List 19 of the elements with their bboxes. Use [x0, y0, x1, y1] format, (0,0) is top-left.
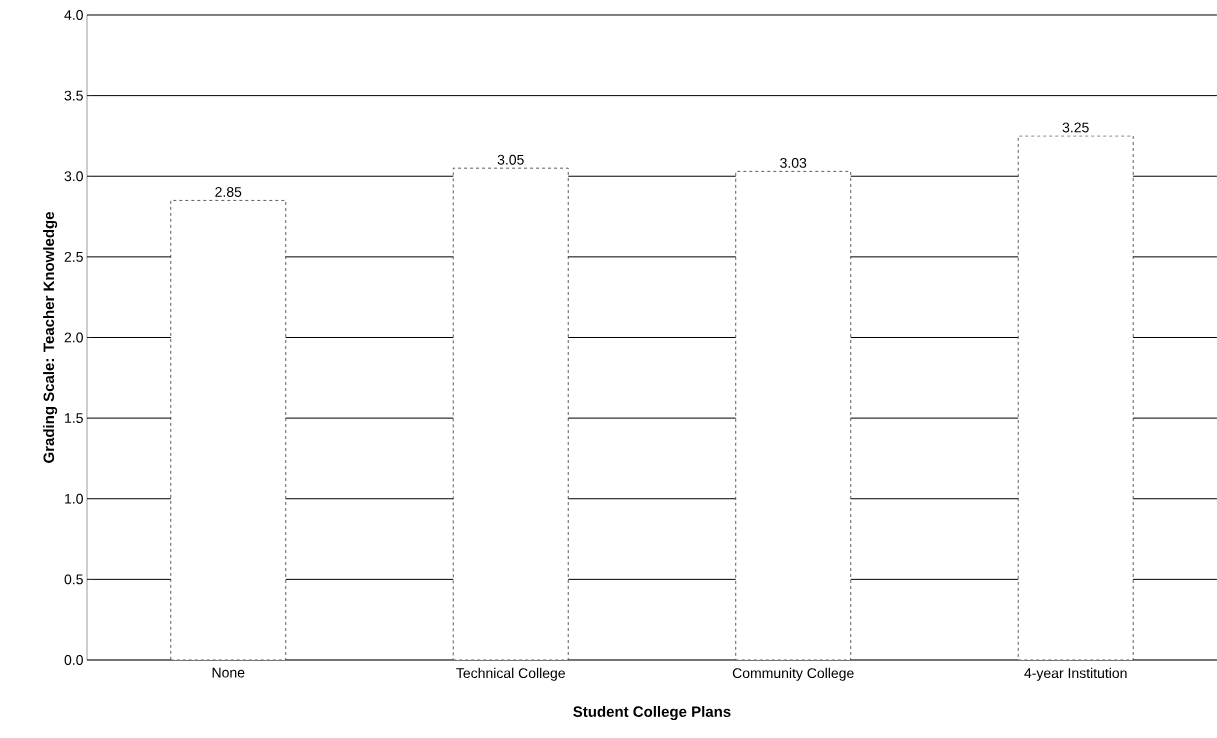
y-tick-label: 4.0	[64, 10, 83, 20]
x-tick-label: Community College	[732, 667, 854, 681]
x-axis-title: Student College Plans	[573, 705, 731, 721]
y-axis-title: Grading Scale: Teacher Knowledge	[43, 212, 58, 463]
y-tick-label: 3.0	[64, 171, 83, 182]
data-label: 3.05	[497, 154, 524, 165]
x-tick-label: 4-year Institution	[1024, 667, 1127, 681]
y-tick-label: 2.5	[64, 251, 83, 262]
y-tick-label: 0.0	[64, 655, 83, 665]
y-tick-label: 1.0	[65, 493, 83, 504]
data-label: 3.25	[1062, 122, 1089, 133]
y-tick-label: 3.5	[64, 90, 83, 101]
x-tick-label: None	[212, 667, 245, 678]
y-tick-label: 0.5	[64, 574, 83, 585]
data-label: 3.03	[780, 157, 807, 168]
y-tick-label: 2.0	[64, 332, 83, 343]
data-label: 2.85	[215, 186, 242, 197]
x-tick-label: Technical College	[456, 667, 565, 681]
y-tick-label: 1.5	[65, 413, 83, 423]
